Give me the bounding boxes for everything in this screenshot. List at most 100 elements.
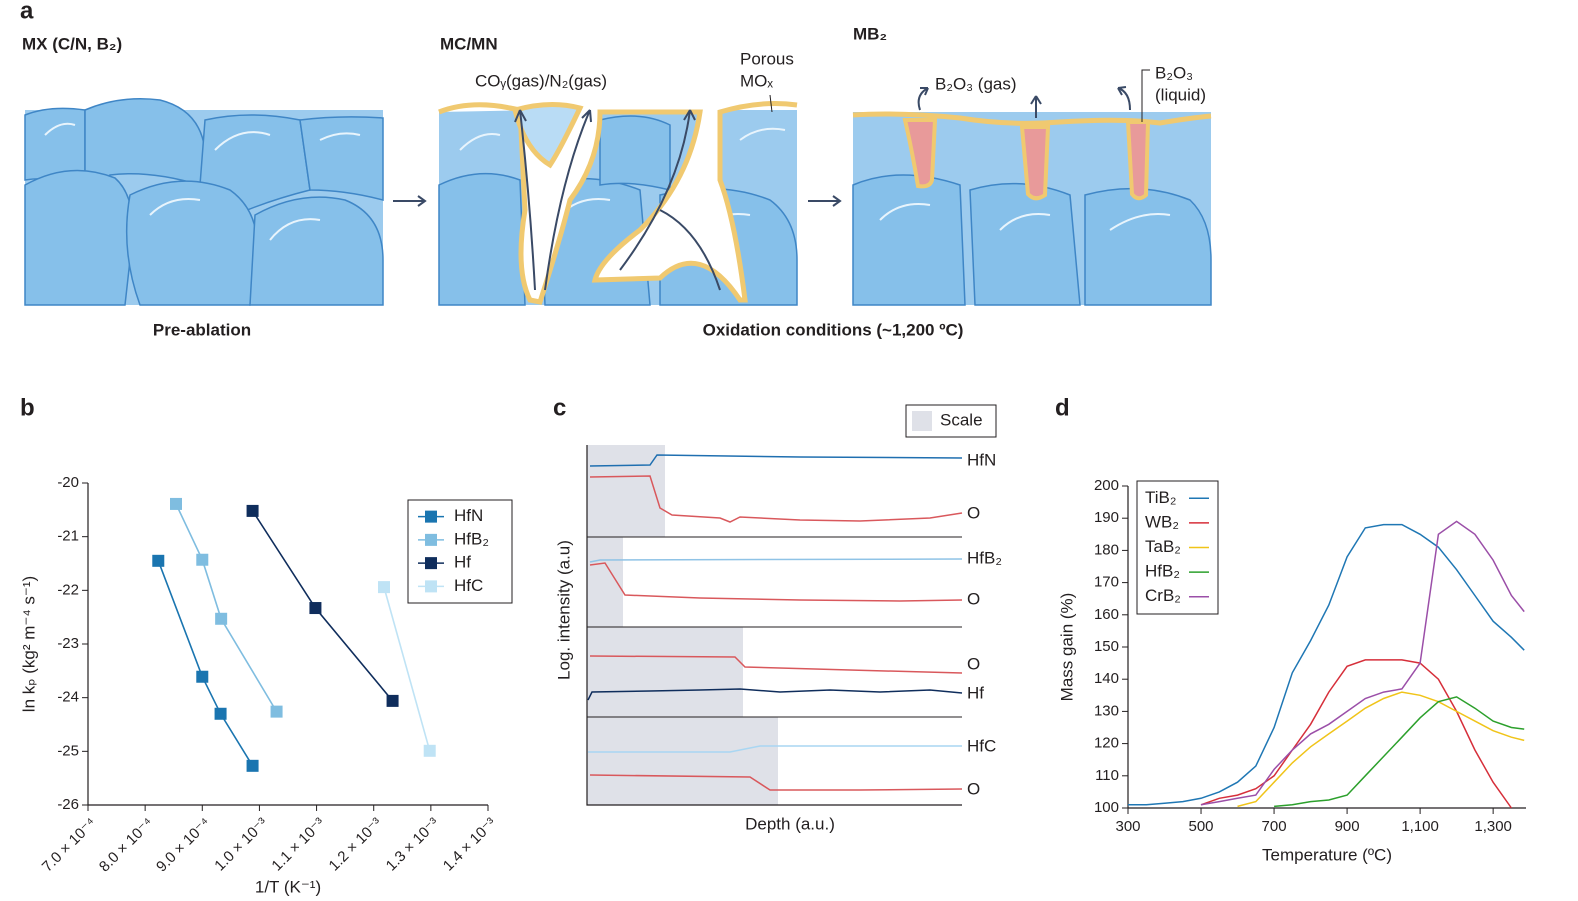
legend-label: Scale: [940, 410, 983, 429]
legend-label: TaB₂: [1145, 537, 1181, 556]
line-label: O: [967, 503, 980, 522]
legend-marker: [425, 557, 437, 570]
data-point: [246, 504, 259, 517]
data-point: [386, 694, 399, 707]
grain-block: [24, 98, 384, 306]
y-tick-label: -22: [57, 581, 79, 598]
y-tick-label: 160: [1094, 606, 1119, 623]
legend-marker: [425, 510, 437, 523]
panel-label: d: [1055, 394, 1070, 421]
y-tick-label: -26: [57, 796, 79, 813]
annotation: MOₓ: [740, 71, 773, 90]
legend-label: HfC: [454, 576, 483, 595]
series-line: [1200, 659, 1513, 809]
line-label: HfC: [967, 736, 996, 755]
panel-title: MC/MN: [440, 34, 498, 53]
arrow: [393, 195, 842, 207]
grain-block: [438, 101, 798, 306]
scale-region: [587, 445, 778, 805]
x-tick-label: 1.1 × 10⁻³: [268, 815, 328, 875]
y-tick-label: 180: [1094, 541, 1119, 558]
y-tick-label: 170: [1094, 574, 1119, 591]
legend-label: HfN: [454, 506, 483, 525]
legend-label: HfB₂: [1145, 562, 1180, 581]
caption: Pre-ablation: [153, 320, 251, 339]
line-label: O: [967, 654, 980, 673]
x-tick-label: 1.0 × 10⁻³: [211, 815, 271, 875]
series-line: [1200, 520, 1525, 806]
legend-marker: [425, 580, 437, 593]
annotation: COᵧ(gas)/N₂(gas): [475, 71, 607, 90]
pointer: [769, 94, 773, 113]
section-divider: [587, 536, 962, 718]
legend-label: TiB₂: [1145, 488, 1176, 507]
panel-title: MB₂: [853, 24, 887, 43]
legend-label: Hf: [454, 553, 471, 572]
panel-label: a: [20, 0, 34, 24]
x-tick-label: 300: [1115, 818, 1140, 835]
data-point: [423, 744, 436, 757]
line-label: O: [967, 779, 980, 798]
x-tick-label: 1.3 × 10⁻³: [383, 815, 443, 875]
caption: Oxidation conditions (~1,200 ºC): [703, 320, 964, 339]
x-tick-label: 1,300: [1474, 818, 1512, 835]
annotation: B₂O₃: [1155, 63, 1193, 82]
line-label: HfB₂: [967, 548, 1002, 567]
series-line: [1128, 523, 1525, 806]
data-point: [246, 759, 259, 772]
profile: [587, 454, 963, 791]
y-tick-label: 190: [1094, 509, 1119, 526]
panel-label: c: [553, 394, 566, 421]
data-point: [215, 612, 228, 625]
y-tick-label: -23: [57, 635, 79, 652]
y-tick-label: -21: [57, 528, 79, 545]
x-axis-label: Temperature (ºC): [1262, 845, 1392, 864]
panel-label: b: [20, 394, 35, 421]
y-axis-label: Mass gain (%): [1057, 593, 1076, 702]
series-line: [251, 510, 394, 702]
legend-swatch: [912, 411, 932, 431]
x-tick-label: 7.0 × 10⁻⁴: [39, 815, 100, 876]
y-tick-label: -24: [57, 689, 79, 706]
data-point: [309, 602, 322, 615]
data-point: [196, 670, 209, 683]
y-tick-label: 120: [1094, 735, 1119, 752]
data-point: [152, 554, 165, 567]
x-axis-label: Depth (a.u.): [745, 814, 835, 833]
y-axis-label: ln kₚ (kg² m⁻⁴ s⁻¹): [19, 576, 38, 712]
series-line: [175, 503, 278, 713]
data-point: [170, 497, 182, 510]
data-point: [378, 581, 390, 594]
legend-label: CrB₂: [1145, 586, 1181, 605]
y-tick-label: -25: [57, 742, 79, 759]
y-tick-label: -20: [57, 474, 79, 491]
x-tick-label: 8.0 × 10⁻⁴: [96, 815, 157, 876]
y-tick-label: 200: [1094, 477, 1119, 494]
series-line: [157, 560, 254, 767]
panel-title: MX (C/N, B₂): [22, 34, 122, 53]
series-line: [383, 586, 431, 752]
series-line: [1237, 691, 1525, 808]
series-line: [1274, 696, 1525, 808]
legend-label: HfB₂: [454, 529, 489, 548]
data-point: [196, 553, 209, 566]
y-tick-label: 110: [1095, 767, 1119, 784]
x-tick-label: 900: [1335, 818, 1360, 835]
line-label: Hf: [967, 683, 984, 702]
x-tick-label: 700: [1262, 818, 1287, 835]
annotation: (liquid): [1155, 85, 1206, 104]
line-label: O: [967, 589, 980, 608]
y-axis-label: Log. intensity (a.u): [554, 540, 573, 680]
y-tick-label: 100: [1094, 799, 1119, 816]
legend-label: WB₂: [1145, 512, 1179, 531]
line-label: HfN: [967, 450, 996, 469]
x-tick-label: 500: [1189, 818, 1214, 835]
annotation: B₂O₃ (gas): [935, 74, 1017, 93]
x-tick-label: 9.0 × 10⁻⁴: [153, 815, 214, 876]
x-tick-label: 1.2 × 10⁻³: [326, 815, 386, 875]
data-point: [270, 705, 283, 718]
axis: [586, 445, 962, 806]
y-tick-label: 150: [1094, 638, 1119, 655]
y-tick-label: 140: [1094, 670, 1119, 687]
